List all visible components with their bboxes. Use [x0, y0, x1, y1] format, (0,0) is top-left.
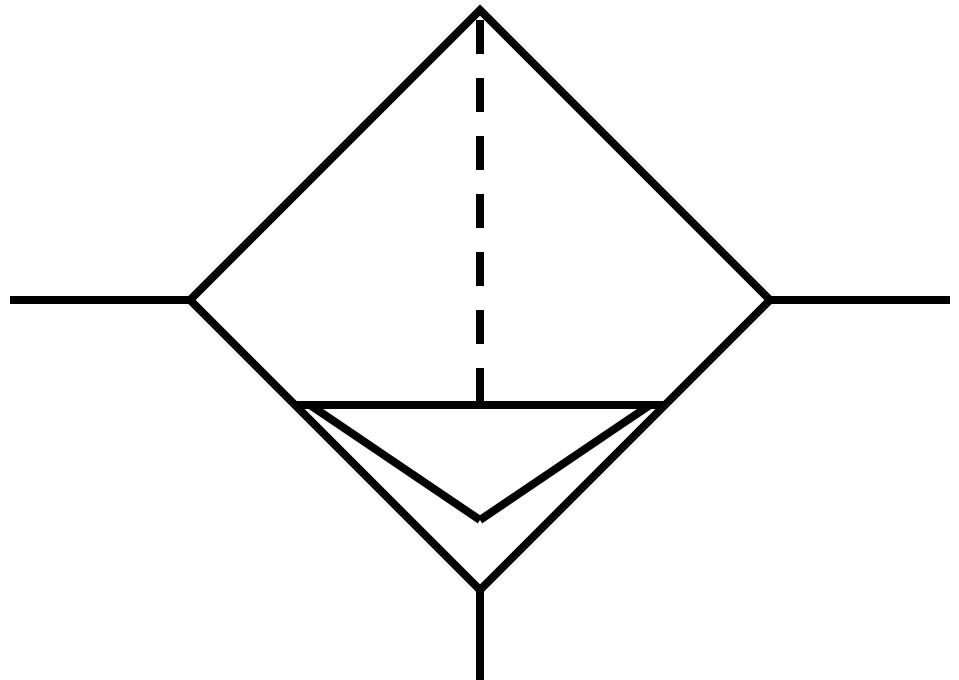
filter-symbol-diagram	[0, 0, 959, 680]
